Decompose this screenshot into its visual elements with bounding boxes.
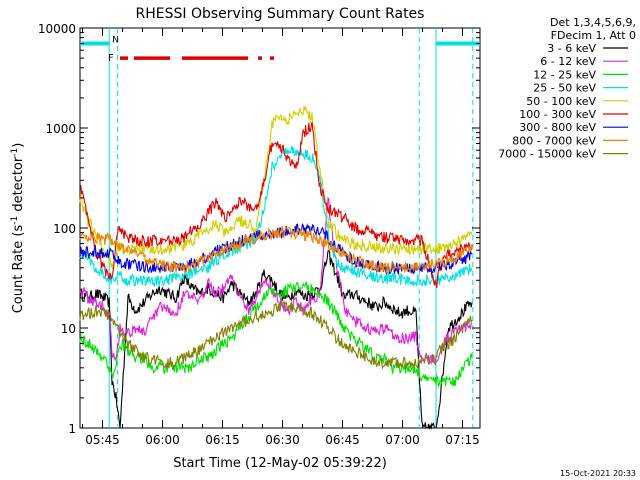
legend-label-6: 300 - 800 keV (519, 121, 596, 134)
x-tick-label-4: 06:45 (325, 433, 360, 447)
legend-label-7: 800 - 7000 keV (512, 134, 596, 147)
series-line-0 (79, 250, 473, 431)
y-tick-label-3: 1000 (45, 122, 76, 136)
legend-label-0: 3 - 6 keV (547, 42, 596, 55)
y-tick-label-0: 1 (68, 422, 76, 436)
x-tick-label-0: 05:45 (85, 433, 120, 447)
y-tick-label-2: 100 (53, 222, 76, 236)
series-line-7 (79, 224, 473, 274)
series-line-8 (79, 300, 473, 370)
legend-label-1: 6 - 12 keV (540, 55, 596, 68)
legend-label-4: 50 - 100 keV (526, 95, 596, 108)
flare-label: F (108, 53, 114, 64)
observing-annotations: NF (80, 35, 480, 64)
x-axis-label: Start Time (12-May-02 05:39:22) (173, 456, 387, 471)
x-tick-label-2: 06:15 (205, 433, 240, 447)
x-tick-label-3: 06:30 (265, 433, 300, 447)
x-tick-label-1: 06:00 (145, 433, 180, 447)
series-line-5 (79, 121, 473, 289)
legend-label-5: 100 - 300 keV (519, 108, 596, 121)
footer-timestamp: 15-Oct-2021 20:33 (560, 469, 636, 478)
x-tick-label-6: 07:15 (445, 433, 480, 447)
x-tick-label-5: 07:00 (385, 433, 420, 447)
series-line-3 (79, 145, 473, 288)
y-tick-label-4: 10000 (38, 22, 76, 36)
y-axis: 1 10 100 1000 10000 (38, 22, 480, 436)
legend-label-8: 7000 - 15000 keV (498, 148, 596, 161)
legend: Det 1,3,4,5,6,9, FDecim 1, Att 0 3 - 6 k… (498, 16, 636, 161)
night-label: N (112, 35, 119, 45)
legend-header-line-2: FDecim 1, Att 0 (551, 29, 636, 42)
legend-label-2: 12 - 25 keV (533, 68, 596, 81)
chart-title: RHESSI Observing Summary Count Rates (136, 6, 425, 22)
legend-header-line-1: Det 1,3,4,5,6,9, (550, 16, 636, 29)
series-layer (79, 105, 473, 431)
legend-label-3: 25 - 50 keV (533, 82, 596, 95)
y-axis-label: Count Rate (s-1 detector-1) (10, 143, 26, 314)
y-tick-label-1: 10 (61, 322, 76, 336)
x-axis: 05:45 06:00 06:15 06:30 06:45 07:00 07:15 (82, 28, 480, 447)
